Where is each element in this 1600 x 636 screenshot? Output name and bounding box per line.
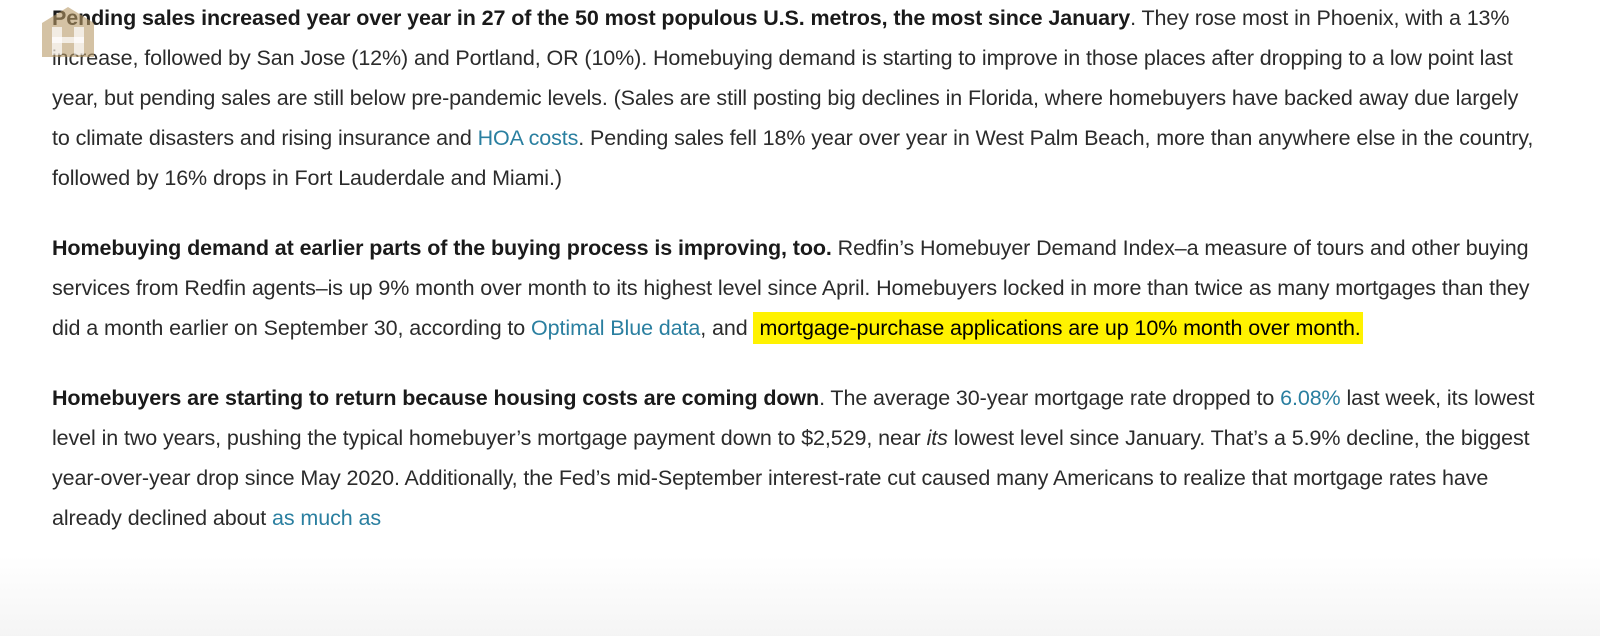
body-text: . They rose most in Phoenix, with a 13% … <box>52 6 1519 150</box>
logo <box>42 7 94 57</box>
bottom-fade <box>0 556 1600 636</box>
body-text: lowest level since January. That’s a 5.9… <box>52 426 1530 530</box>
text-link[interactable]: 6.08% <box>1280 386 1341 410</box>
italic-text: its <box>926 426 948 450</box>
body-text: Redfin’s Homebuyer Demand Index–a measur… <box>52 236 1530 340</box>
bold-text: Homebuying demand at earlier parts of th… <box>52 236 832 260</box>
body-text: . Pending sales fell 18% year over year … <box>52 126 1534 190</box>
bold-text: Pending sales increased year over year i… <box>52 6 1131 30</box>
paragraph: Homebuyers are starting to return becaus… <box>52 378 1537 538</box>
text-link[interactable]: Optimal Blue data <box>531 316 701 340</box>
paragraph: Pending sales increased year over year i… <box>52 0 1537 198</box>
body-text: last week, its lowest level in two years… <box>52 386 1535 450</box>
text-link[interactable]: HOA costs <box>477 126 579 150</box>
highlighted-text: mortgage-purchase applications are up 10… <box>753 312 1363 344</box>
paragraph: Homebuying demand at earlier parts of th… <box>52 228 1537 348</box>
body-text: , and <box>700 316 754 340</box>
text-link[interactable]: as much as <box>272 506 381 530</box>
article: Pending sales increased year over year i… <box>52 0 1537 568</box>
bold-text: Homebuyers are starting to return becaus… <box>52 386 820 410</box>
body-text: . The average 30-year mortgage rate drop… <box>819 386 1281 410</box>
